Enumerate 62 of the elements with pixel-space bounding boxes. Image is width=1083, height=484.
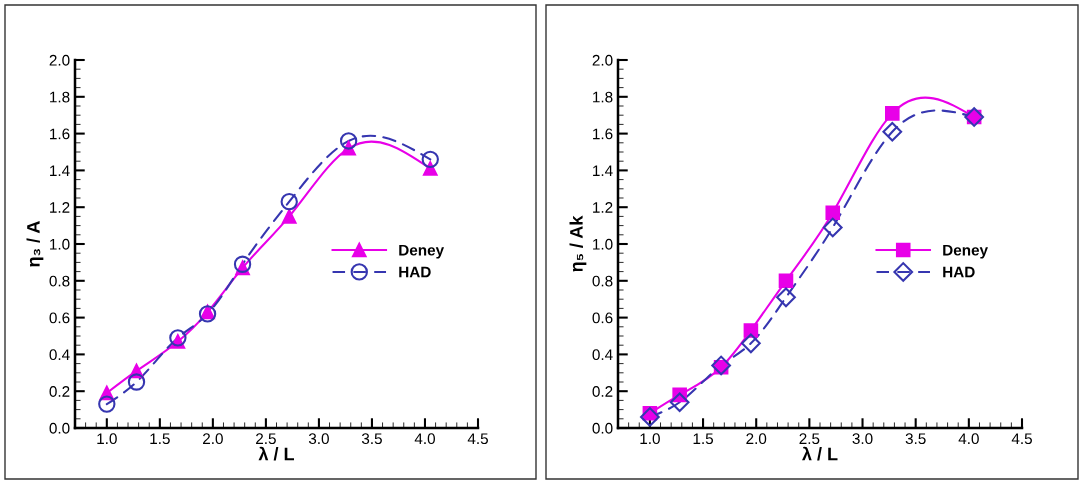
point <box>882 121 903 142</box>
point <box>280 193 298 211</box>
y-tick-label: 1.2 <box>593 202 613 213</box>
point <box>822 217 843 238</box>
y-tick-label: 0.2 <box>49 386 70 397</box>
y-tick-label: 1.6 <box>50 128 70 140</box>
point <box>281 209 297 224</box>
y-tick-label: 0.8 <box>49 275 70 287</box>
point <box>825 205 841 221</box>
x-tick-label: 3.5 <box>905 433 926 445</box>
x-tick-label: 4.0 <box>958 433 979 445</box>
y-tick-label: 0.8 <box>592 275 613 287</box>
x-tick-label: 4.5 <box>467 433 488 445</box>
y-tick-label: 0.0 <box>49 422 70 434</box>
point <box>339 132 358 150</box>
point <box>640 407 660 427</box>
y-tick-label: 1.4 <box>50 165 70 176</box>
x-tick-label: 1.0 <box>640 433 660 445</box>
y-tick-label: 1.0 <box>593 238 613 250</box>
legend-label: HAD <box>943 266 975 278</box>
y-tick-label: 0.0 <box>592 422 613 434</box>
x-tick-label: 2.0 <box>203 433 223 445</box>
x-tick-label: 1.5 <box>693 433 714 445</box>
x-tick-label: 2.0 <box>746 433 767 445</box>
point <box>741 333 761 354</box>
legend-label: Deney <box>399 244 445 259</box>
x-tick-label: 4.0 <box>414 433 435 445</box>
x-axis-title: λ / L <box>802 446 838 461</box>
x-tick-label: 2.5 <box>256 433 276 445</box>
y-axis-title: η₃ / A <box>26 221 44 267</box>
y-axis-title: η₅ / Ak <box>569 215 587 272</box>
y-tick-label: 0.4 <box>49 349 70 361</box>
legend-label: HAD <box>399 266 431 278</box>
point <box>776 287 796 308</box>
point <box>778 273 794 289</box>
point <box>127 373 146 391</box>
x-tick-label: 3.0 <box>852 433 873 445</box>
y-tick-label: 1.8 <box>593 91 613 103</box>
y-tick-label: 0.4 <box>592 349 613 361</box>
y-tick-label: 1.0 <box>50 238 70 250</box>
x-tick-label: 2.5 <box>799 433 820 445</box>
x-tick-label: 4.5 <box>1011 433 1032 445</box>
x-axis-title: λ / L <box>258 446 295 461</box>
x-tick-label: 1.0 <box>97 433 117 445</box>
y-tick-label: 0.2 <box>592 386 613 397</box>
y-tick-label: 1.8 <box>50 91 70 103</box>
x-tick-label: 1.5 <box>150 433 170 445</box>
x-tick-label: 3.5 <box>361 433 382 445</box>
point <box>98 395 116 413</box>
y-tick-label: 0.6 <box>49 312 70 324</box>
point <box>421 150 439 169</box>
y-tick-label: 0.6 <box>592 312 613 324</box>
x-tick-label: 3.0 <box>308 433 329 445</box>
y-tick-label: 1.4 <box>593 165 613 176</box>
point <box>885 106 900 121</box>
point <box>233 255 252 273</box>
legend-label: Deney <box>943 244 988 259</box>
point <box>669 392 690 413</box>
y-tick-label: 1.2 <box>50 202 70 213</box>
y-tick-label: 2.0 <box>49 54 70 66</box>
y-tick-label: 2.0 <box>592 54 613 66</box>
y-tick-label: 1.6 <box>593 128 613 140</box>
